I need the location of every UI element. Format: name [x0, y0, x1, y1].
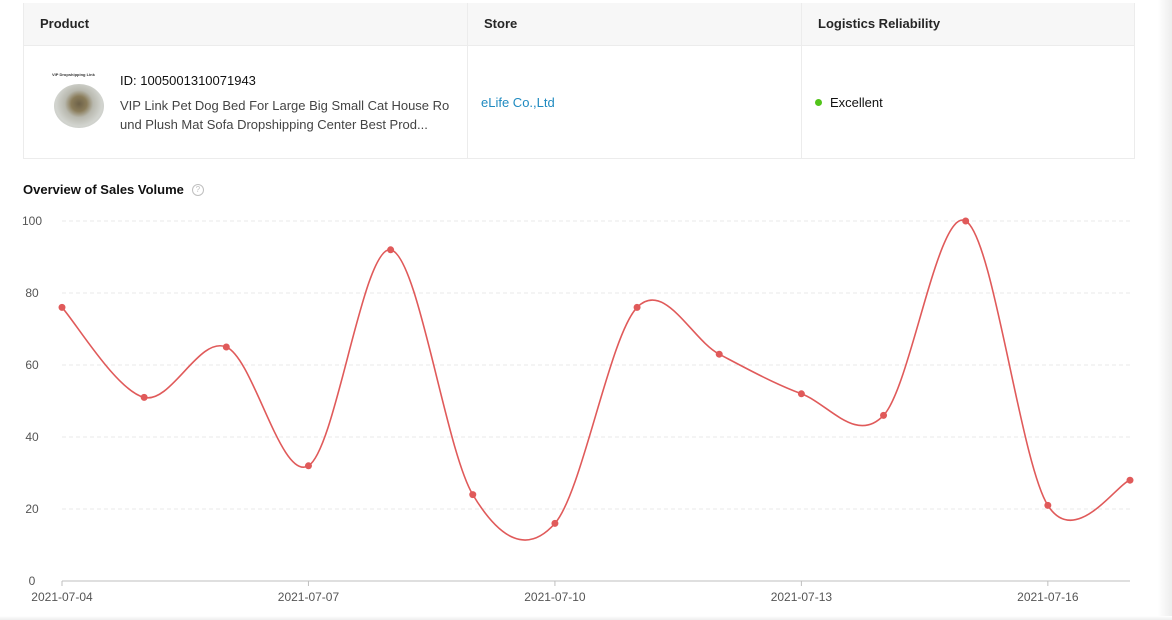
product-thumbnail[interactable]: VIP Dropshipping Link — [50, 68, 108, 132]
product-table: Product Store Logistics Reliability VIP … — [23, 3, 1135, 159]
sales-volume-chart: 0 20 40 60 80 100 2021-07-04 2021-07-07 2021-07-… — [22, 214, 1134, 604]
y-tick-label: 100 — [22, 214, 42, 228]
header-product: Product — [24, 3, 468, 45]
x-tick-label: 2021-07-07 — [278, 590, 340, 604]
thumbnail-caption: VIP Dropshipping Link — [52, 72, 95, 77]
logistics-status: Excellent — [815, 95, 883, 110]
right-edge-shadow — [1158, 0, 1172, 620]
logistics-status-label: Excellent — [830, 95, 883, 110]
data-point — [58, 303, 66, 311]
logistics-cell: Excellent — [802, 46, 1134, 158]
chart-title-text: Overview of Sales Volume — [23, 182, 184, 197]
product-id: ID: 1005001310071943 — [120, 73, 256, 88]
sales-volume-line — [61, 219, 1131, 541]
chart-section-title: Overview of Sales Volume ? — [23, 182, 204, 197]
data-point — [304, 462, 312, 470]
data-point — [1044, 501, 1052, 509]
header-logistics-reliability: Logistics Reliability — [818, 16, 941, 31]
status-dot-icon — [815, 99, 822, 106]
y-tick-label: 20 — [25, 502, 39, 516]
pet-bed-image — [54, 84, 104, 128]
product-cell: VIP Dropshipping Link ID: 10050013100719… — [24, 46, 468, 158]
table-row: VIP Dropshipping Link ID: 10050013100719… — [24, 46, 1134, 158]
data-point — [880, 411, 888, 419]
data-point — [962, 217, 970, 225]
data-point — [1126, 476, 1134, 484]
y-tick-label: 40 — [25, 430, 39, 444]
data-point — [387, 246, 395, 254]
product-title[interactable]: VIP Link Pet Dog Bed For Large Big Small… — [120, 98, 450, 132]
data-point — [715, 350, 723, 358]
x-tick-label: 2021-07-04 — [31, 590, 93, 604]
table-header-row: Product Store Logistics Reliability — [24, 3, 1134, 46]
x-tick-label: 2021-07-10 — [524, 590, 586, 604]
data-point — [140, 393, 148, 401]
header-store: Store — [468, 3, 802, 45]
data-point — [469, 491, 477, 499]
y-tick-label: 80 — [25, 286, 39, 300]
store-link[interactable]: eLife Co.,Ltd — [481, 95, 555, 110]
data-point — [633, 303, 641, 311]
y-tick-label: 0 — [29, 574, 36, 588]
y-tick-label: 60 — [25, 358, 39, 372]
bottom-edge-shadow — [0, 616, 1172, 620]
question-circle-icon[interactable]: ? — [191, 183, 204, 196]
x-tick-label: 2021-07-13 — [771, 590, 833, 604]
data-point — [551, 519, 559, 527]
data-point — [222, 343, 230, 351]
data-point — [797, 390, 805, 398]
store-cell: eLife Co.,Ltd — [468, 46, 802, 158]
x-tick-label: 2021-07-16 — [1017, 590, 1079, 604]
